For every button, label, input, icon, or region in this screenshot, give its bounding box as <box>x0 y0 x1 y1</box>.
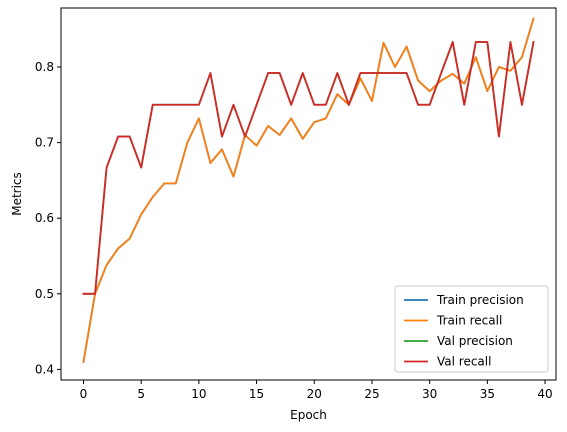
x-axis-ticks: 0 5 10 15 20 25 30 35 40 <box>80 380 553 401</box>
x-tick-label: 5 <box>137 387 145 401</box>
x-tick-label: 40 <box>537 387 552 401</box>
x-tick-label: 20 <box>307 387 322 401</box>
legend-entry-label: Val precision <box>437 334 513 348</box>
series-line-val-recall <box>82 40 535 295</box>
legend: Train precision Train recall Val precision… <box>394 285 549 373</box>
y-axis-label: Metrics <box>10 172 24 216</box>
legend-entry-label: Train recall <box>436 314 502 328</box>
y-tick-label: 0.8 <box>35 60 54 74</box>
x-tick-label: 35 <box>480 387 495 401</box>
x-tick-label: 10 <box>191 387 206 401</box>
x-tick-label: 15 <box>249 387 264 401</box>
x-tick-label: 0 <box>80 387 88 401</box>
y-axis-ticks: 0.4 0.5 0.6 0.7 0.8 <box>35 60 61 376</box>
series-line-train-recall <box>82 17 535 363</box>
y-tick-label: 0.7 <box>35 136 54 150</box>
legend-entry-label: Val recall <box>437 355 491 369</box>
axes-frame <box>60 7 557 381</box>
legend-box <box>394 285 549 373</box>
x-tick-label: 30 <box>422 387 437 401</box>
x-axis-label: Epoch <box>290 408 327 422</box>
series-lines <box>82 17 535 363</box>
legend-entry-label: Train precision <box>436 293 524 307</box>
y-tick-label: 0.5 <box>35 287 54 301</box>
y-tick-label: 0.6 <box>35 211 54 225</box>
x-tick-label: 25 <box>364 387 379 401</box>
y-tick-label: 0.4 <box>35 362 54 376</box>
